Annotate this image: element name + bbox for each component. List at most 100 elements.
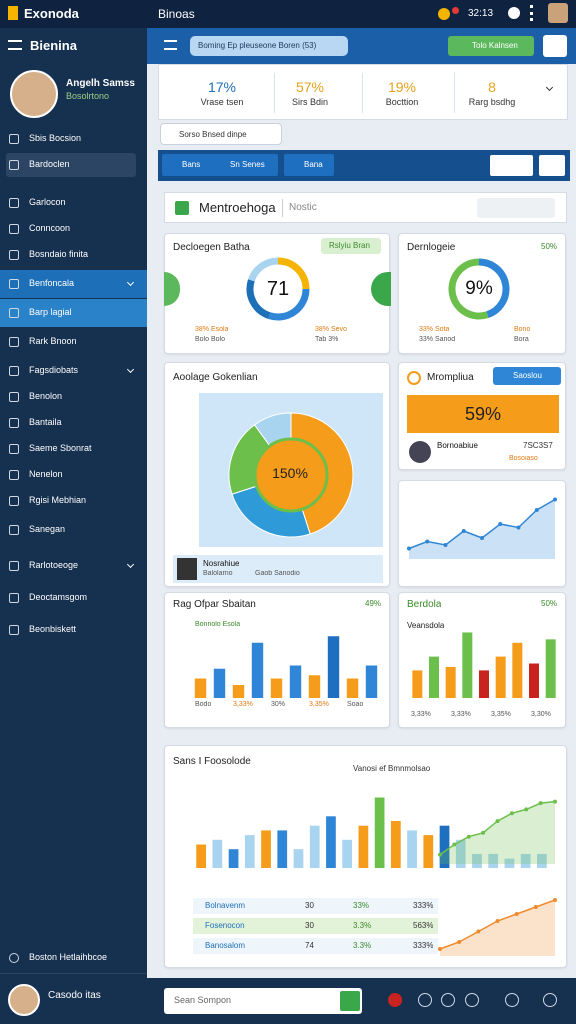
- gauge-ring: [248, 257, 279, 282]
- dropdown[interactable]: [539, 155, 565, 176]
- table-cell: 333%: [413, 941, 434, 950]
- nav-item[interactable]: Barp lagial: [29, 307, 72, 317]
- line-point: [533, 905, 538, 909]
- side-tab: [164, 272, 180, 306]
- table-row: [193, 918, 438, 934]
- nav-item[interactable]: Saeme Sbonrat: [29, 443, 92, 453]
- line-point: [452, 842, 457, 847]
- chart: [407, 497, 557, 559]
- bar: [374, 797, 385, 868]
- line-point: [425, 539, 430, 544]
- bar-label: 3,33%: [411, 711, 431, 718]
- nav-icon: [9, 224, 19, 234]
- bar: [346, 678, 359, 698]
- gauge-card: Dernlogeie 50% 9% 33% Sota 33% Sanod Bono Bora: [398, 233, 566, 354]
- menu-dots[interactable]: [530, 5, 533, 21]
- promo-icon: [407, 371, 421, 385]
- card-title: Dernlogeie: [407, 242, 456, 253]
- nav-item[interactable]: Sbis Bocsion: [29, 133, 82, 143]
- nav-item[interactable]: Deoctamsgom: [29, 592, 88, 602]
- bottom-icon[interactable]: [388, 993, 402, 1007]
- bar: [512, 642, 523, 698]
- nav-item[interactable]: Rark Bnoon: [29, 336, 77, 346]
- bar: [212, 839, 223, 868]
- search-box[interactable]: Boming Ep pleuseone Boren (53): [190, 36, 348, 56]
- nav-item[interactable]: Sanegan: [29, 524, 66, 534]
- top-button[interactable]: Tolo Kalnsen: [448, 36, 534, 56]
- menu-icon[interactable]: [8, 40, 22, 50]
- line-point: [553, 898, 557, 902]
- bottom-icon[interactable]: [543, 993, 557, 1007]
- big-card: Sans I Foosolode Vanosi ef Bmnmolsao Bolna…: [164, 745, 567, 968]
- bar-label: 3,35%: [491, 711, 511, 718]
- nav-item[interactable]: Conncoon: [29, 223, 71, 233]
- nav-item[interactable]: Benolon: [29, 391, 63, 401]
- promo-note: Bosoiaso: [509, 455, 538, 462]
- nav-icon: [9, 308, 19, 318]
- nav-icon: [9, 561, 19, 571]
- bar: [232, 685, 245, 698]
- line-area: [409, 499, 555, 559]
- bottom-input[interactable]: Sean Sompon: [164, 988, 362, 1014]
- nav-item[interactable]: Rarlotoeoge: [29, 560, 79, 570]
- bar: [472, 853, 482, 868]
- nav-item[interactable]: Bantaila: [29, 417, 62, 427]
- nav-item[interactable]: Beonbiskett: [29, 624, 77, 634]
- bar-label: 3,33%: [233, 701, 253, 708]
- gauge-stat: 38% Sevo: [315, 326, 347, 333]
- tab[interactable]: Bans: [162, 154, 212, 176]
- chart: [196, 797, 547, 868]
- bottom-icon[interactable]: [418, 993, 432, 1007]
- window-title: Binoas: [158, 7, 195, 21]
- person-name: Nosrahiue: [203, 559, 240, 568]
- icon-button[interactable]: [543, 35, 567, 57]
- line-point: [438, 852, 442, 857]
- line-point: [495, 819, 500, 824]
- bar: [429, 656, 439, 698]
- nav-icon: [9, 160, 19, 170]
- bar-label: 3,35%: [309, 701, 329, 708]
- line-point: [553, 799, 557, 804]
- sidebar: Bienina Angelh Samss Bosolrtono Sbis Bocsio…: [0, 28, 147, 1024]
- gauge-ring: [246, 279, 271, 319]
- gauge-stat: Bolo Bolo: [195, 336, 225, 343]
- profile-role: Bosolrtono: [66, 91, 110, 101]
- section-box[interactable]: [477, 198, 555, 218]
- line-point: [438, 947, 442, 951]
- tab[interactable]: Sn Senes: [210, 154, 278, 176]
- nav-item[interactable]: Fagsdiobats: [29, 365, 79, 375]
- gauge-card: Decloegen Batha Rslyiu Bran 71 38% Esola Bol…: [164, 233, 391, 354]
- user-photo: [8, 984, 40, 1016]
- send-button[interactable]: [340, 991, 360, 1011]
- nav-item[interactable]: Garlocon: [29, 197, 66, 207]
- bottom-icon[interactable]: [465, 993, 479, 1007]
- table-cell: Bolnavenm: [205, 901, 246, 910]
- nav-item[interactable]: Rgisi Mebhian: [29, 495, 87, 505]
- line-point: [516, 525, 521, 530]
- stat-label: Bocttion: [385, 97, 419, 107]
- gauge-value: 71: [266, 278, 290, 300]
- filter-dropdown[interactable]: Sorso Bnsed dinpe: [160, 123, 282, 145]
- bottom-icon[interactable]: [441, 993, 455, 1007]
- gauge-stat: 33% Sota: [419, 326, 450, 333]
- section-search: Nostic: [289, 202, 317, 213]
- menu-button[interactable]: [164, 40, 177, 50]
- nav-item[interactable]: Bosndaio finita: [29, 249, 89, 259]
- bar: [293, 849, 304, 868]
- nav-item[interactable]: Benfoncala: [29, 278, 75, 288]
- bottom-icon[interactable]: [505, 993, 519, 1007]
- nav-item[interactable]: Nenelon: [29, 469, 63, 479]
- section-divider: [282, 199, 283, 217]
- promo-button[interactable]: Saoslou: [493, 367, 561, 385]
- sidebar-title: Bienina: [30, 38, 77, 53]
- chat-icon[interactable]: [508, 7, 520, 19]
- dropdown[interactable]: [490, 155, 533, 176]
- bar: [308, 675, 321, 698]
- tab[interactable]: Bana: [284, 154, 334, 176]
- gauge-ring: [268, 288, 310, 321]
- chart: [194, 636, 378, 698]
- nav-item[interactable]: Bardoclen: [29, 159, 70, 169]
- promo-button-text: Saoslou: [513, 371, 542, 380]
- person-extra: Gaob Sanodio: [255, 570, 300, 577]
- sidebar-footer[interactable]: Boston Hetlaihbcoe: [29, 952, 108, 962]
